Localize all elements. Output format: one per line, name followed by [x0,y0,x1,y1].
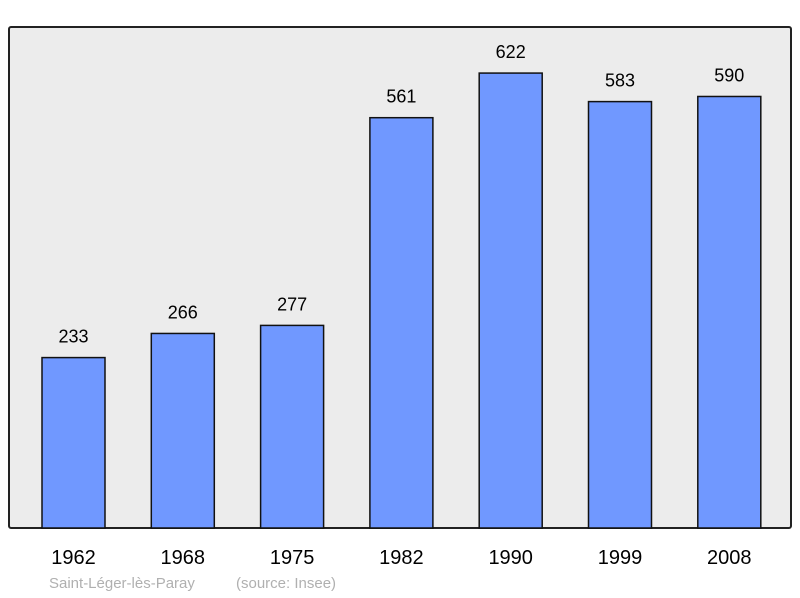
bar-1982 [369,116,434,529]
data-label-1990: 622 [496,42,526,62]
x-tick-label-1968: 1968 [161,547,206,569]
footer-place: Saint-Léger-lès-Paray [49,575,195,592]
x-tick-label-1962: 1962 [51,547,96,569]
bar-1999 [587,100,653,529]
bar-1975 [259,324,325,529]
data-label-1968: 266 [168,302,198,322]
bar-1968 [150,332,216,529]
data-label-1982: 561 [386,87,416,107]
x-tick-label-1990: 1990 [488,547,533,569]
x-tick-label-1975: 1975 [270,547,315,569]
bar-1962 [41,356,106,529]
footer-source: (source: Insee) [236,575,337,592]
x-tick-label-1982: 1982 [379,547,424,569]
data-label-1975: 277 [277,294,307,314]
data-label-1999: 583 [605,71,635,91]
x-tick-label-2008: 2008 [707,547,752,569]
data-label-2008: 590 [714,65,744,85]
data-label-1962: 233 [58,327,88,347]
x-tick-label-1999: 1999 [598,547,643,569]
bar-1990 [478,72,543,529]
bar-2008 [697,95,762,529]
